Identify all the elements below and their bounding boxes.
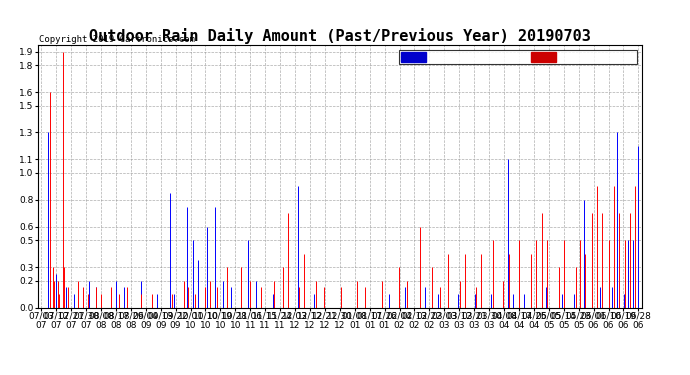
Legend: Previous (Inches), Past (Inches): Previous (Inches), Past (Inches): [400, 50, 637, 64]
Text: Copyright 2019 Cartronics.com: Copyright 2019 Cartronics.com: [39, 35, 195, 44]
Title: Outdoor Rain Daily Amount (Past/Previous Year) 20190703: Outdoor Rain Daily Amount (Past/Previous…: [89, 28, 591, 44]
